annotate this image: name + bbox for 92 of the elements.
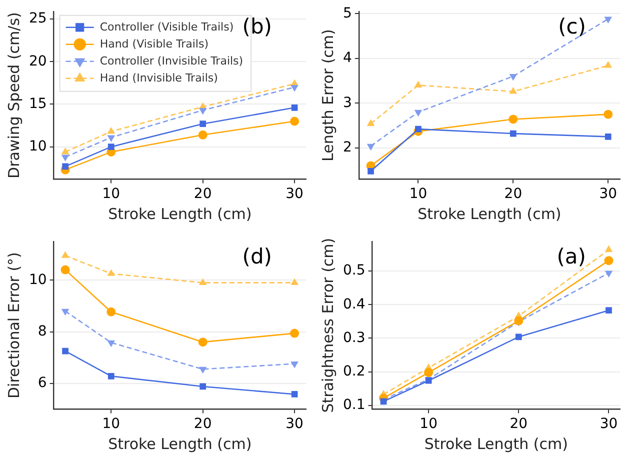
y-tick-label: 0.4 (343, 296, 366, 312)
point (424, 368, 434, 378)
point (414, 80, 422, 88)
point (60, 265, 70, 274)
point (604, 16, 612, 24)
point (606, 307, 612, 314)
y-tick-label: 8 (38, 323, 47, 340)
point (198, 366, 207, 374)
point (198, 108, 207, 115)
y-tick-label: 0.5 (343, 262, 366, 279)
point (107, 269, 116, 276)
x-axis-title: Stroke Length (cm) (108, 204, 252, 223)
point (414, 110, 422, 117)
point (61, 251, 70, 258)
y-tick-label: 25 (28, 10, 47, 27)
x-tick-label: 10 (102, 186, 120, 202)
point (107, 127, 116, 134)
point (62, 348, 68, 354)
point (604, 61, 612, 68)
y-tick-label: 0.2 (343, 364, 366, 380)
x-tick-label: 10 (420, 416, 438, 432)
point (290, 278, 298, 285)
point (604, 256, 614, 266)
y-tick-label: 4 (342, 50, 352, 66)
point (509, 74, 518, 81)
legend-label: Hand (Visible Trails) (100, 37, 208, 50)
point (514, 316, 524, 326)
legend-label: Controller (Invisible Trails) (100, 54, 244, 68)
y-tick-label: 10 (28, 138, 47, 154)
x-tick-label: 10 (409, 186, 428, 202)
y-tick-label: 5 (342, 5, 352, 22)
y-tick-label: 0.3 (343, 330, 366, 346)
point (604, 134, 612, 140)
y-tick-label: 3 (342, 94, 352, 111)
annotation: (c) (558, 14, 586, 38)
point (291, 391, 298, 398)
legend-label: Controller (Visible Trails) (100, 20, 234, 34)
y-axis-title: Length Error (cm) (318, 29, 337, 162)
point (604, 110, 613, 119)
x-tick-label: 10 (102, 416, 120, 432)
point (108, 144, 114, 150)
x-axis-title: Stroke Length (cm) (424, 434, 568, 453)
x-tick-label: 20 (504, 186, 522, 202)
point (368, 168, 374, 174)
point (515, 334, 522, 340)
point (291, 104, 298, 111)
x-tick-label: 30 (286, 416, 304, 432)
x-tick-label: 30 (286, 186, 304, 202)
point (198, 130, 208, 140)
y-axis-title: Straightness Error (cm) (318, 238, 337, 413)
x-tick-label: 20 (510, 416, 528, 432)
x-tick-label: 20 (194, 416, 212, 432)
x-tick-label: 30 (600, 416, 618, 432)
y-tick-label: 15 (28, 96, 47, 112)
annotation: (d) (242, 244, 272, 268)
point (198, 338, 208, 347)
point (61, 308, 70, 316)
y-tick-label: 10 (28, 272, 47, 288)
point (198, 278, 207, 285)
point (290, 116, 300, 126)
x-axis-title: Stroke Length (cm) (108, 434, 252, 453)
point (510, 130, 516, 137)
y-tick-label: 2 (342, 140, 352, 156)
x-tick-label: 20 (194, 186, 212, 202)
y-axis-title: Drawing Speed (cm/s) (4, 12, 23, 178)
point (415, 126, 422, 132)
point (604, 245, 613, 252)
y-tick-label: 20 (28, 53, 47, 70)
point (290, 328, 300, 338)
point (106, 307, 116, 316)
legend-label: Hand (Invisible Trails) (100, 71, 218, 84)
point (108, 372, 114, 380)
point (290, 84, 298, 92)
point (366, 119, 375, 126)
point (509, 86, 518, 94)
point (107, 135, 116, 142)
annotation: (b) (242, 14, 272, 38)
point (508, 114, 518, 124)
point (62, 163, 68, 170)
point (200, 120, 206, 128)
point (366, 144, 375, 151)
y-tick-label: 0.1 (343, 397, 366, 414)
point (290, 362, 298, 368)
point (200, 383, 206, 390)
x-tick-label: 30 (599, 186, 618, 202)
annotation: (a) (556, 244, 586, 268)
x-axis-title: Stroke Length (cm) (418, 204, 562, 223)
y-tick-label: 6 (38, 375, 47, 392)
point (107, 340, 116, 348)
y-axis-title: Directional Error (°) (4, 252, 23, 399)
point (61, 147, 70, 154)
point (61, 154, 70, 162)
